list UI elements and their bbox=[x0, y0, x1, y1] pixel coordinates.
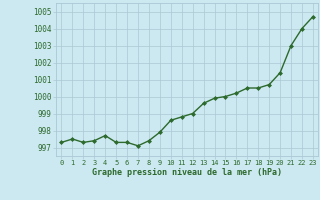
X-axis label: Graphe pression niveau de la mer (hPa): Graphe pression niveau de la mer (hPa) bbox=[92, 168, 282, 177]
